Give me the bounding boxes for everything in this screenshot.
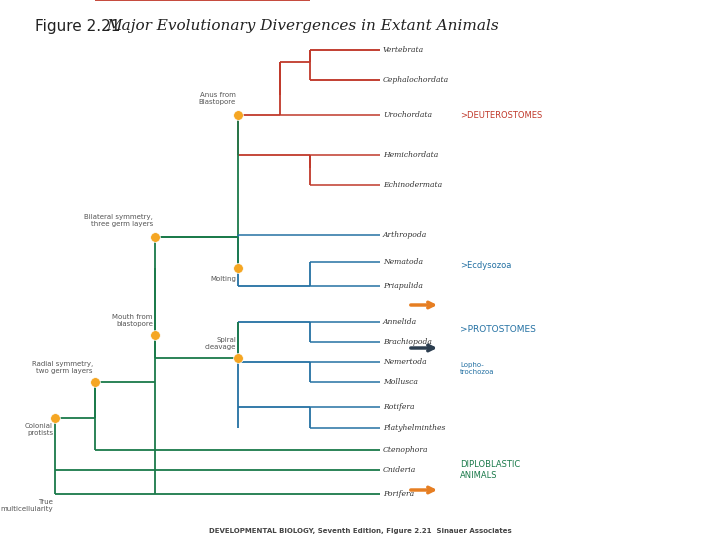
Text: Urochordata: Urochordata [383,111,432,119]
Text: Lopho-
trochozoa: Lopho- trochozoa [460,361,495,375]
Text: Hemichordata: Hemichordata [383,151,438,159]
Text: Rotifera: Rotifera [383,403,415,411]
Text: Molting: Molting [210,276,236,282]
Text: Vertebrata: Vertebrata [383,46,424,54]
Text: Mouth from
blastopore: Mouth from blastopore [112,314,153,327]
Text: Arthropoda: Arthropoda [383,231,427,239]
Text: Anus from
Blastopore: Anus from Blastopore [199,92,236,105]
Text: >PROTOSTOMES: >PROTOSTOMES [460,326,536,334]
Text: Bilateral symmetry,
three germ layers: Bilateral symmetry, three germ layers [84,214,153,227]
Text: Cephalochordata: Cephalochordata [383,76,449,84]
Text: Major Evolutionary Divergences in Extant Animals: Major Evolutionary Divergences in Extant… [107,19,499,33]
Text: Radial symmetry,
two germ layers: Radial symmetry, two germ layers [32,361,93,374]
Text: Nematoda: Nematoda [383,258,423,266]
Text: Priapulida: Priapulida [383,282,423,290]
Text: >Ecdysozoa: >Ecdysozoa [460,260,511,269]
Text: Colonial
protists: Colonial protists [25,423,53,436]
Text: Platyhelminthes: Platyhelminthes [383,424,446,432]
Text: Annelida: Annelida [383,318,417,326]
Text: Mollusca: Mollusca [383,378,418,386]
Text: True
multicellularity: True multicellularity [1,499,53,512]
Text: Porifera: Porifera [383,490,414,498]
Text: Brachiopoda: Brachiopoda [383,338,432,346]
Text: Echinodermata: Echinodermata [383,181,442,189]
Text: DIPLOBLASTIC
ANIMALS: DIPLOBLASTIC ANIMALS [460,460,521,480]
Text: Nemertoda: Nemertoda [383,358,427,366]
Text: Ctenophora: Ctenophora [383,446,428,454]
Text: Figure 2.21: Figure 2.21 [35,19,130,34]
Text: Cnideria: Cnideria [383,466,416,474]
Text: DEVELOPMENTAL BIOLOGY, Seventh Edition, Figure 2.21  Sinauer Associates: DEVELOPMENTAL BIOLOGY, Seventh Edition, … [209,528,511,534]
Text: >DEUTEROSTOMES: >DEUTEROSTOMES [460,111,542,119]
Text: Spiral
cleavage: Spiral cleavage [204,337,236,350]
